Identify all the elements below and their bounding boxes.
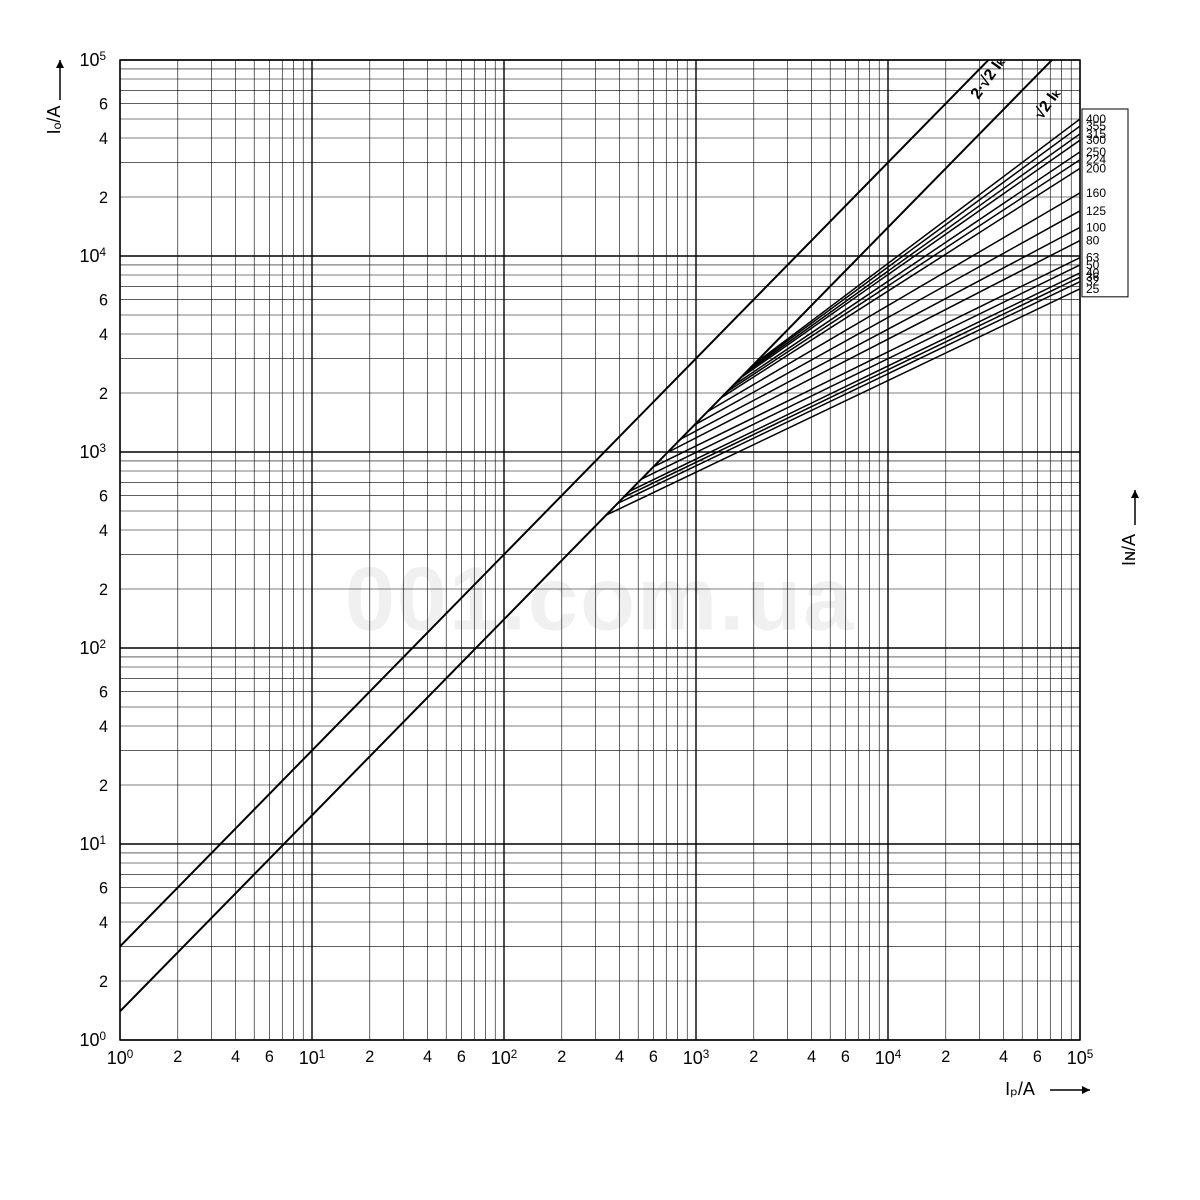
svg-text:Iₚ/A: Iₚ/A [1005,1079,1035,1099]
svg-text:102: 102 [491,1048,518,1069]
svg-text:25: 25 [1086,282,1100,296]
svg-text:2: 2 [173,1048,182,1066]
svg-text:4: 4 [99,130,108,148]
svg-text:101: 101 [79,834,106,855]
svg-text:6: 6 [99,683,108,701]
svg-text:105: 105 [79,50,106,71]
svg-text:4: 4 [807,1048,816,1066]
svg-text:2: 2 [99,385,108,403]
svg-text:105: 105 [1067,1048,1094,1069]
svg-text:4: 4 [231,1048,240,1066]
svg-text:4: 4 [615,1048,624,1066]
svg-text:4: 4 [99,326,108,344]
svg-text:2: 2 [99,189,108,207]
svg-text:6: 6 [265,1048,274,1066]
svg-text:6: 6 [99,291,108,309]
svg-text:4: 4 [99,718,108,736]
svg-text:6: 6 [99,95,108,113]
svg-text:6: 6 [1033,1048,1042,1066]
svg-text:Iₒ/A: Iₒ/A [44,106,64,135]
svg-text:2: 2 [99,973,108,991]
svg-text:104: 104 [79,246,106,267]
svg-text:2: 2 [365,1048,374,1066]
svg-text:Iɴ/A: Iɴ/A [1119,534,1139,566]
svg-text:103: 103 [683,1048,710,1069]
svg-text:102: 102 [79,638,106,659]
svg-text:104: 104 [875,1048,902,1069]
svg-text:4: 4 [99,522,108,540]
svg-text:100: 100 [1086,220,1106,234]
svg-text:4: 4 [999,1048,1008,1066]
svg-text:2: 2 [99,581,108,599]
svg-text:4: 4 [99,914,108,932]
svg-text:6: 6 [841,1048,850,1066]
svg-text:160: 160 [1086,186,1106,200]
svg-text:6: 6 [99,879,108,897]
svg-text:4: 4 [423,1048,432,1066]
svg-text:200: 200 [1086,161,1106,175]
svg-text:2: 2 [941,1048,950,1066]
svg-text:80: 80 [1086,233,1100,247]
svg-text:125: 125 [1086,204,1106,218]
svg-text:6: 6 [99,487,108,505]
svg-text:103: 103 [79,442,106,463]
svg-text:2: 2 [557,1048,566,1066]
svg-text:6: 6 [457,1048,466,1066]
cutoff-current-chart: 100 2 4 6 101 2 4 6 102 2 4 6 103 2 4 6 104 2 4 6 105 100 2 4 6 1… [0,0,1200,1200]
svg-text:2: 2 [749,1048,758,1066]
svg-text:100: 100 [79,1030,106,1051]
svg-text:100: 100 [107,1048,134,1069]
svg-text:101: 101 [299,1048,326,1069]
svg-text:6: 6 [649,1048,658,1066]
svg-text:2: 2 [99,777,108,795]
